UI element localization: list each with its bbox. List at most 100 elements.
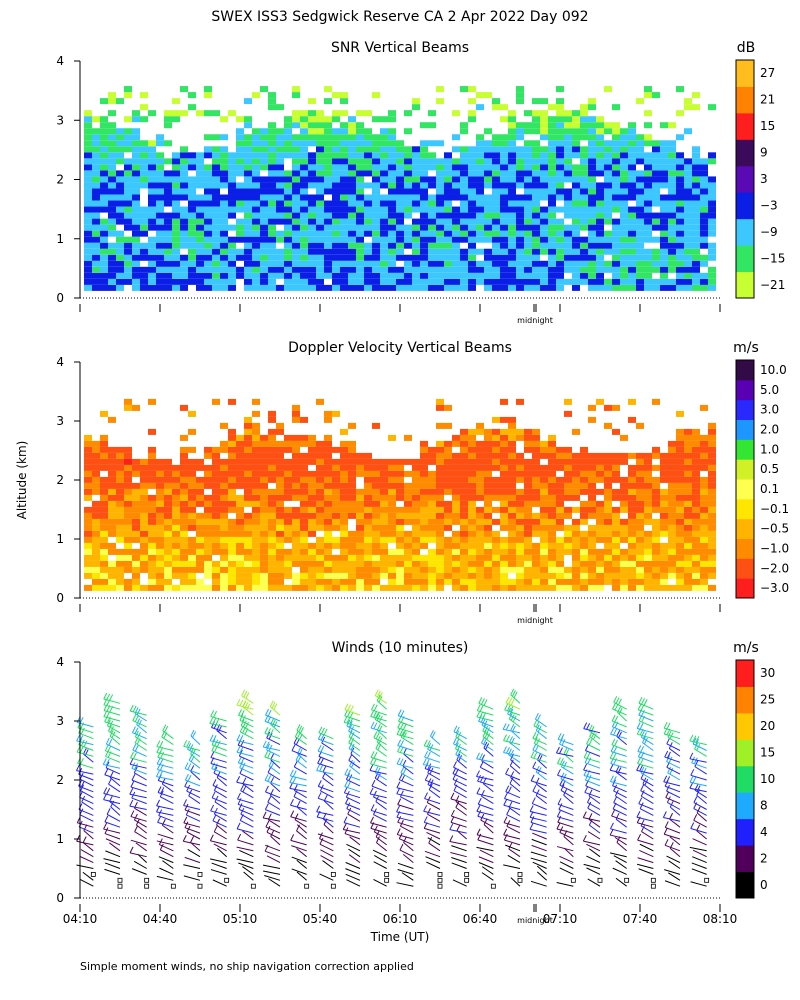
wind-barb-staff	[348, 854, 361, 864]
snr-cell	[260, 242, 268, 249]
snr-cell	[100, 164, 108, 171]
snr-cell	[676, 242, 684, 249]
snr-cell	[356, 266, 364, 273]
doppler-cell	[236, 518, 244, 525]
snr-cell	[332, 164, 340, 171]
snr-cell	[292, 266, 300, 273]
snr-cell	[484, 278, 492, 285]
wind-barb-staff	[242, 866, 254, 875]
wind-barb-staff	[156, 752, 174, 757]
doppler-cell	[492, 578, 500, 585]
snr-cell	[412, 218, 420, 225]
snr-cell	[412, 206, 420, 213]
wind-barb-feather	[370, 757, 374, 765]
snr-cell	[356, 218, 364, 225]
snr-cell	[124, 278, 132, 285]
doppler-cell	[308, 458, 316, 465]
snr-cell	[396, 212, 404, 219]
snr-cell	[164, 284, 172, 291]
snr-cell	[252, 182, 260, 189]
doppler-cell	[500, 554, 508, 561]
wind-barb-staff	[396, 816, 414, 822]
doppler-cell	[316, 518, 324, 525]
snr-cell	[252, 260, 260, 267]
snr-cell	[660, 194, 668, 201]
wind-barb-staff	[78, 785, 94, 793]
doppler-cell	[612, 554, 620, 561]
doppler-cell	[260, 464, 268, 471]
snr-cell	[572, 200, 580, 207]
snr-cell	[540, 248, 548, 255]
snr-cell	[532, 152, 540, 159]
snr-cell	[356, 278, 364, 285]
doppler-cell	[268, 416, 276, 423]
wind-barb-staff	[348, 760, 361, 769]
snr-cell	[156, 164, 164, 171]
doppler-cell	[332, 542, 340, 549]
snr-cell	[444, 272, 452, 279]
snr-cell	[388, 134, 396, 141]
snr-cell	[84, 152, 92, 159]
doppler-cell	[444, 422, 452, 429]
snr-cell	[348, 200, 356, 207]
doppler-cell	[508, 560, 516, 567]
snr-cell	[636, 188, 644, 195]
doppler-cell	[204, 452, 212, 459]
snr-cell	[156, 284, 164, 291]
doppler-cell	[420, 524, 428, 531]
snr-cell	[380, 158, 388, 165]
snr-cell	[84, 242, 92, 249]
wind-barb-feather	[107, 724, 112, 732]
doppler-cell	[180, 488, 188, 495]
doppler-cell	[500, 512, 508, 519]
doppler-cell	[252, 488, 260, 495]
snr-cell	[380, 266, 388, 273]
snr-cell	[692, 146, 700, 153]
snr-cell	[572, 140, 580, 147]
doppler-cell	[172, 518, 180, 525]
doppler-cell	[492, 542, 500, 549]
doppler-cell	[692, 548, 700, 555]
snr-cell	[444, 242, 452, 249]
doppler-cell	[500, 470, 508, 477]
snr-cell	[412, 146, 420, 153]
doppler-cell	[148, 506, 156, 513]
snr-cell	[188, 194, 196, 201]
doppler-cell	[532, 542, 540, 549]
snr-cell	[316, 146, 324, 153]
doppler-cell	[692, 536, 700, 543]
snr-cell	[652, 188, 660, 195]
snr-cell	[580, 260, 588, 267]
snr-cell	[92, 140, 100, 147]
doppler-cell	[108, 470, 116, 477]
wind-barb-staff	[375, 836, 387, 846]
snr-cell	[636, 134, 644, 141]
doppler-cell	[540, 530, 548, 537]
doppler-cell	[468, 434, 476, 441]
snr-cell	[92, 206, 100, 213]
doppler-cell	[412, 542, 420, 549]
snr-cell	[268, 206, 276, 213]
snr-cell	[388, 194, 396, 201]
wind-barb-staff	[212, 784, 227, 793]
snr-cell	[388, 164, 396, 171]
doppler-cell	[700, 518, 708, 525]
doppler-cell	[636, 500, 644, 507]
doppler-cell	[508, 500, 516, 507]
doppler-cell	[164, 584, 172, 591]
doppler-cell	[340, 506, 348, 513]
doppler-cell	[644, 572, 652, 579]
snr-cell	[548, 266, 556, 273]
snr-cell	[188, 242, 196, 249]
wind-barb-feather	[376, 724, 381, 731]
doppler-cell	[84, 572, 92, 579]
doppler-cell	[444, 452, 452, 459]
doppler-cell	[708, 494, 716, 501]
snr-cell	[132, 278, 140, 285]
doppler-cell	[284, 494, 292, 501]
doppler-cell	[228, 584, 236, 591]
snr-cell	[324, 212, 332, 219]
doppler-cell	[236, 530, 244, 537]
wind-barb-feather	[426, 751, 431, 759]
snr-cell	[164, 212, 172, 219]
